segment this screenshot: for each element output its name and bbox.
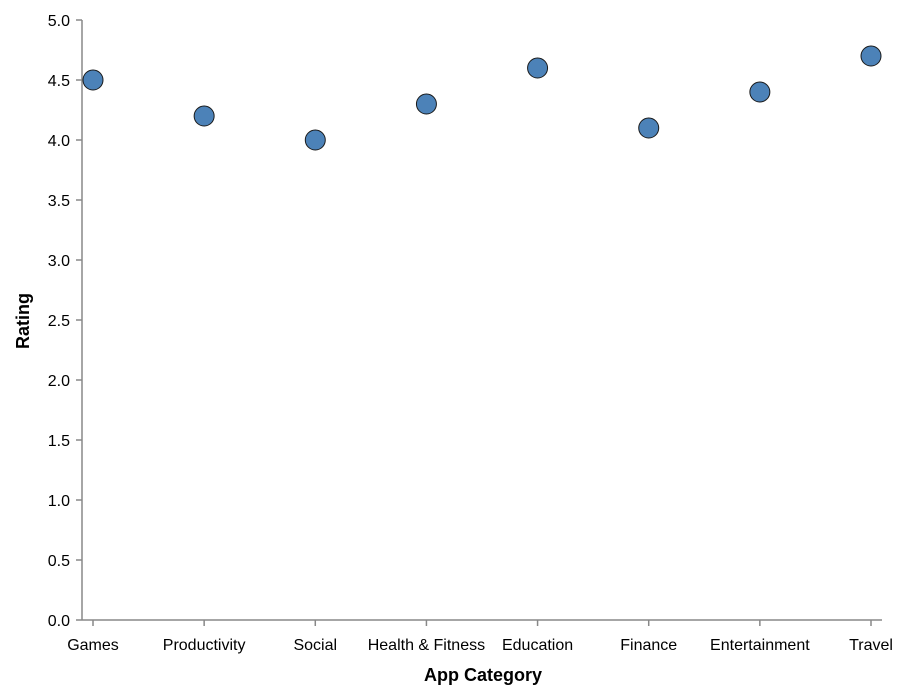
data-point[interactable] (860, 45, 882, 67)
y-tick-label: 5.0 (48, 13, 70, 30)
data-point[interactable] (527, 57, 549, 79)
y-axis-title: Rating (13, 293, 33, 349)
x-tick-label: Finance (620, 637, 677, 654)
y-tick-label: 4.0 (48, 133, 70, 150)
x-tick-label: Travel (849, 637, 893, 654)
y-tick-label: 2.5 (48, 313, 70, 330)
y-tick-label: 4.5 (48, 73, 70, 90)
x-axis: Games Productivity Social Health & Fitness E… (67, 619, 893, 654)
y-tick-label: 0.0 (48, 613, 70, 630)
y-tick-label: 2.0 (48, 373, 70, 390)
y-tick-label: 1.5 (48, 433, 70, 450)
data-point[interactable] (638, 117, 660, 139)
x-tick-label: Productivity (163, 637, 246, 654)
data-points (82, 45, 882, 151)
y-tick-label: 0.5 (48, 553, 70, 570)
y-tick-label: 3.5 (48, 193, 70, 210)
x-axis-title: App Category (424, 665, 542, 685)
data-point[interactable] (749, 81, 771, 103)
y-axis: 0.0 0.5 1.0 1.5 2.0 2.5 3.0 3.5 4.0 4.5 5.0 (48, 13, 83, 630)
x-tick-label: Social (293, 637, 337, 654)
x-tick-label: Entertainment (710, 637, 810, 654)
y-tick-label: 1.0 (48, 493, 70, 510)
data-point[interactable] (82, 69, 104, 91)
y-tick-label: 3.0 (48, 253, 70, 270)
x-tick-label: Games (67, 637, 119, 654)
data-point[interactable] (193, 105, 215, 127)
x-tick-label: Health & Fitness (368, 637, 485, 654)
data-point[interactable] (304, 129, 326, 151)
x-tick-label: Education (502, 637, 573, 654)
data-point[interactable] (415, 93, 437, 115)
